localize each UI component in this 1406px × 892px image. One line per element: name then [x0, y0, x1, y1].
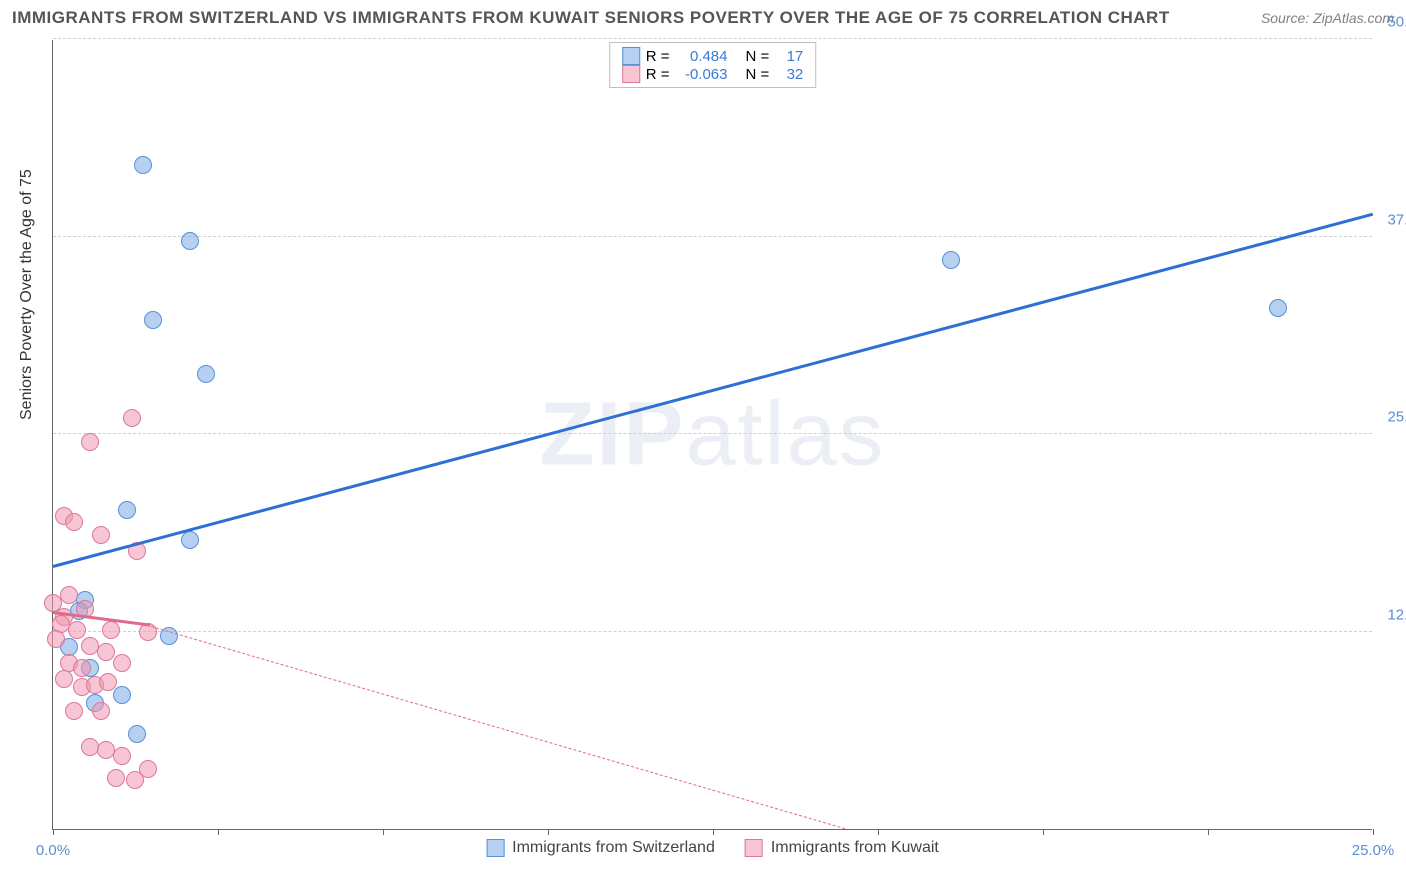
x-tick — [713, 829, 714, 835]
legend-item: Immigrants from Switzerland — [486, 839, 715, 857]
x-tick — [1208, 829, 1209, 835]
scatter-point-kuwait — [139, 760, 157, 778]
legend-swatch — [622, 47, 640, 65]
scatter-point-kuwait — [65, 513, 83, 531]
scatter-point-kuwait — [81, 433, 99, 451]
scatter-point-kuwait — [65, 702, 83, 720]
x-tick — [53, 829, 54, 835]
scatter-point-switzerland — [144, 311, 162, 329]
scatter-point-kuwait — [123, 409, 141, 427]
y-tick-label: 50.0% — [1378, 14, 1406, 31]
scatter-point-kuwait — [113, 654, 131, 672]
bottom-legend: Immigrants from Switzerland Immigrants fr… — [486, 839, 939, 857]
switzerland-trend-solid — [53, 213, 1374, 568]
scatter-point-kuwait — [99, 673, 117, 691]
x-tick — [1373, 829, 1374, 835]
x-tick — [218, 829, 219, 835]
scatter-point-switzerland — [181, 232, 199, 250]
y-axis-title: Seniors Poverty Over the Age of 75 — [18, 169, 36, 420]
source-label: Source: ZipAtlas.com — [1261, 10, 1394, 26]
legend-item: Immigrants from Kuwait — [745, 839, 939, 857]
kuwait-trend-dash — [151, 626, 846, 829]
legend-swatch — [745, 839, 763, 857]
x-tick — [1043, 829, 1044, 835]
legend-stats-row: R =-0.063N =32 — [622, 65, 804, 83]
y-tick-label: 25.0% — [1378, 409, 1406, 426]
gridline — [53, 38, 1372, 39]
scatter-point-kuwait — [92, 702, 110, 720]
x-tick — [383, 829, 384, 835]
scatter-point-switzerland — [181, 531, 199, 549]
scatter-point-switzerland — [1269, 299, 1287, 317]
scatter-point-kuwait — [97, 643, 115, 661]
scatter-point-kuwait — [60, 586, 78, 604]
scatter-point-kuwait — [92, 526, 110, 544]
x-tick — [878, 829, 879, 835]
scatter-point-kuwait — [73, 659, 91, 677]
x-tick-label: 25.0% — [1352, 842, 1395, 859]
gridline — [53, 433, 1372, 434]
legend-stats-box: R =0.484N =17R =-0.063N =32 — [609, 42, 817, 88]
gridline — [53, 236, 1372, 237]
gridline — [53, 631, 1372, 632]
x-tick — [548, 829, 549, 835]
legend-stats-row: R =0.484N =17 — [622, 47, 804, 65]
legend-swatch — [622, 65, 640, 83]
plot-area: ZIPatlas R =0.484N =17R =-0.063N =32 Imm… — [52, 40, 1372, 830]
legend-swatch — [486, 839, 504, 857]
scatter-point-switzerland — [197, 365, 215, 383]
scatter-point-kuwait — [102, 621, 120, 639]
scatter-point-kuwait — [47, 630, 65, 648]
y-tick-label: 37.5% — [1378, 211, 1406, 228]
y-tick-label: 12.5% — [1378, 606, 1406, 623]
scatter-point-switzerland — [128, 725, 146, 743]
scatter-point-switzerland — [113, 686, 131, 704]
scatter-point-kuwait — [113, 747, 131, 765]
scatter-point-kuwait — [55, 670, 73, 688]
watermark: ZIPatlas — [539, 383, 885, 486]
scatter-point-kuwait — [107, 769, 125, 787]
x-tick-label: 0.0% — [36, 842, 70, 859]
scatter-point-switzerland — [942, 251, 960, 269]
scatter-point-kuwait — [68, 621, 86, 639]
scatter-point-switzerland — [118, 501, 136, 519]
chart-title: IMMIGRANTS FROM SWITZERLAND VS IMMIGRANT… — [12, 8, 1170, 28]
scatter-point-switzerland — [134, 156, 152, 174]
